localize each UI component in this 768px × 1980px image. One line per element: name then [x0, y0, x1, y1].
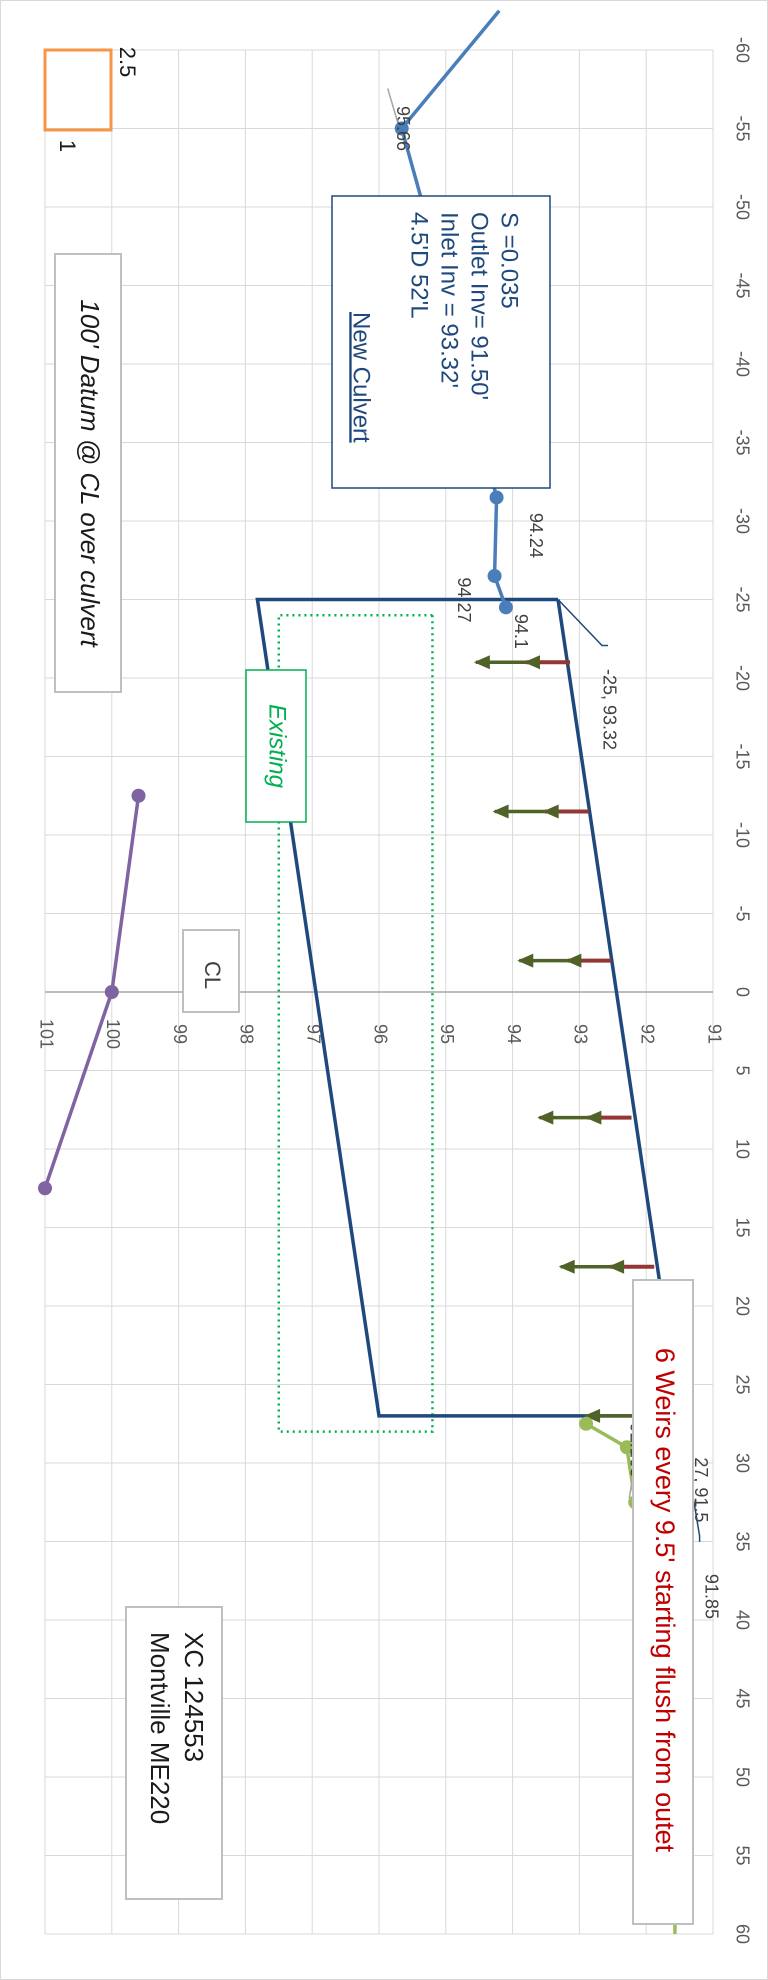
new-culvert-detail: 4.5'D 52'L — [406, 212, 433, 319]
new-culvert-detail: Inlet Inv = 93.32' — [436, 212, 463, 388]
annotations: -25, 93.32 27, 91.5 CL 100' Datum @ CL over… — [43, 47, 711, 1925]
cl-label: CL — [200, 961, 225, 989]
weir-arrow-head — [608, 1259, 625, 1274]
y-tick-label: 98 — [237, 1024, 257, 1044]
x-tick-label: -20 — [732, 665, 752, 691]
x-tick-label: -45 — [732, 272, 752, 298]
y-tick-label: 93 — [571, 1024, 591, 1044]
scale-label-1: 1 — [55, 140, 80, 152]
y-tick-label: 99 — [170, 1024, 190, 1044]
site-box — [125, 1606, 223, 1900]
weir-arrow-head — [584, 1408, 601, 1423]
site-label: XC 124553 — [179, 1632, 209, 1762]
new-culvert-detail: Outlet Inv= 91.50' — [466, 212, 493, 400]
y-tick-label: 95 — [437, 1024, 457, 1044]
road-point — [104, 985, 119, 999]
weirs-note: 6 Weirs every 9.5' starting flush from o… — [650, 1348, 680, 1853]
cl-box — [182, 929, 240, 1013]
x-tick-label: 10 — [732, 1139, 752, 1159]
upstream-data-label: 94.27 — [454, 577, 474, 622]
existing-culvert-outline — [277, 613, 434, 1433]
datum-box — [54, 253, 122, 693]
x-tick-label: 0 — [732, 987, 752, 997]
weir-arrow-head — [517, 953, 534, 968]
weir-arrow-head — [558, 1259, 575, 1274]
x-tick-label: 45 — [732, 1688, 752, 1708]
upstream-data-label: 94.24 — [526, 513, 546, 558]
weir-arrow-head — [473, 655, 490, 670]
downstream-point — [619, 1440, 634, 1455]
downstream-data-label: 91.85 — [701, 1574, 721, 1619]
x-tick-label: 60 — [732, 1924, 752, 1944]
y-tick-label: 92 — [637, 1024, 657, 1044]
x-tick-label: -25 — [732, 586, 752, 612]
x-tick-label: -60 — [732, 37, 752, 63]
x-tick-label: -5 — [732, 905, 752, 921]
x-tick-label: 25 — [732, 1374, 752, 1394]
x-tick-label: 40 — [732, 1610, 752, 1630]
weirs-note-box — [632, 1279, 694, 1925]
upstream-point — [487, 568, 502, 583]
downstream-point — [579, 1416, 594, 1431]
x-tick-label: -55 — [732, 115, 752, 141]
x-tick-label: -35 — [732, 429, 752, 455]
scale-square — [43, 48, 113, 132]
outlet-endpoint-label: 27, 91.5 — [691, 1457, 711, 1522]
label-leader — [386, 88, 399, 123]
axes: -60-55-50-45-40-35-30-25-20-15-10-505101… — [36, 37, 752, 1944]
x-tick-label: 55 — [732, 1845, 752, 1865]
road-point — [131, 788, 146, 803]
weir-arrow-head — [492, 804, 509, 819]
x-tick-label: -50 — [732, 194, 752, 220]
scale-label-2: 2.5 — [115, 47, 140, 78]
road-point — [38, 1181, 52, 1196]
datum-note: 100' Datum @ CL over culvert — [75, 299, 105, 648]
upstream-point — [489, 490, 504, 505]
new-culvert-title: New Culvert — [348, 312, 375, 443]
x-tick-label: -40 — [732, 351, 752, 377]
new-culvert-outline — [255, 597, 682, 1418]
site-label: Montville ME220 — [145, 1632, 175, 1824]
x-tick-label: 20 — [732, 1296, 752, 1316]
y-tick-label: 101 — [36, 1019, 56, 1049]
x-tick-label: -10 — [732, 822, 752, 848]
upstream-point — [498, 600, 513, 615]
y-tick-label: 97 — [303, 1024, 323, 1044]
y-tick-label: 94 — [504, 1024, 524, 1044]
weir-arrow-head — [537, 1110, 554, 1125]
inlet-endpoint-label: -25, 93.32 — [599, 669, 619, 750]
existing-label: Existing — [264, 704, 291, 789]
y-tick-label: 91 — [704, 1024, 724, 1044]
x-tick-label: -30 — [732, 508, 752, 534]
upstream-point — [394, 121, 409, 136]
upstream-data-label: 95.66 — [393, 106, 413, 151]
x-tick-label: 50 — [732, 1767, 752, 1787]
weir-arrow-head — [542, 804, 559, 819]
y-tick-label: 100 — [103, 1019, 123, 1049]
weir-arrow-head — [523, 655, 540, 670]
x-tick-label: 5 — [732, 1065, 752, 1075]
inlet-leader — [557, 598, 609, 647]
x-tick-label: 30 — [732, 1453, 752, 1473]
y-tick-label: 96 — [370, 1024, 390, 1044]
weir-arrow-head — [565, 953, 582, 968]
weir-arrow-head — [585, 1110, 602, 1125]
new-culvert-detail: S =0.035 — [496, 212, 523, 309]
x-tick-label: 15 — [732, 1217, 752, 1237]
upstream-data-label: 94.1 — [511, 614, 531, 649]
x-tick-label: -15 — [732, 743, 752, 769]
existing-box — [245, 669, 307, 823]
new-culvert-box — [331, 195, 551, 489]
x-tick-label: 35 — [732, 1531, 752, 1551]
